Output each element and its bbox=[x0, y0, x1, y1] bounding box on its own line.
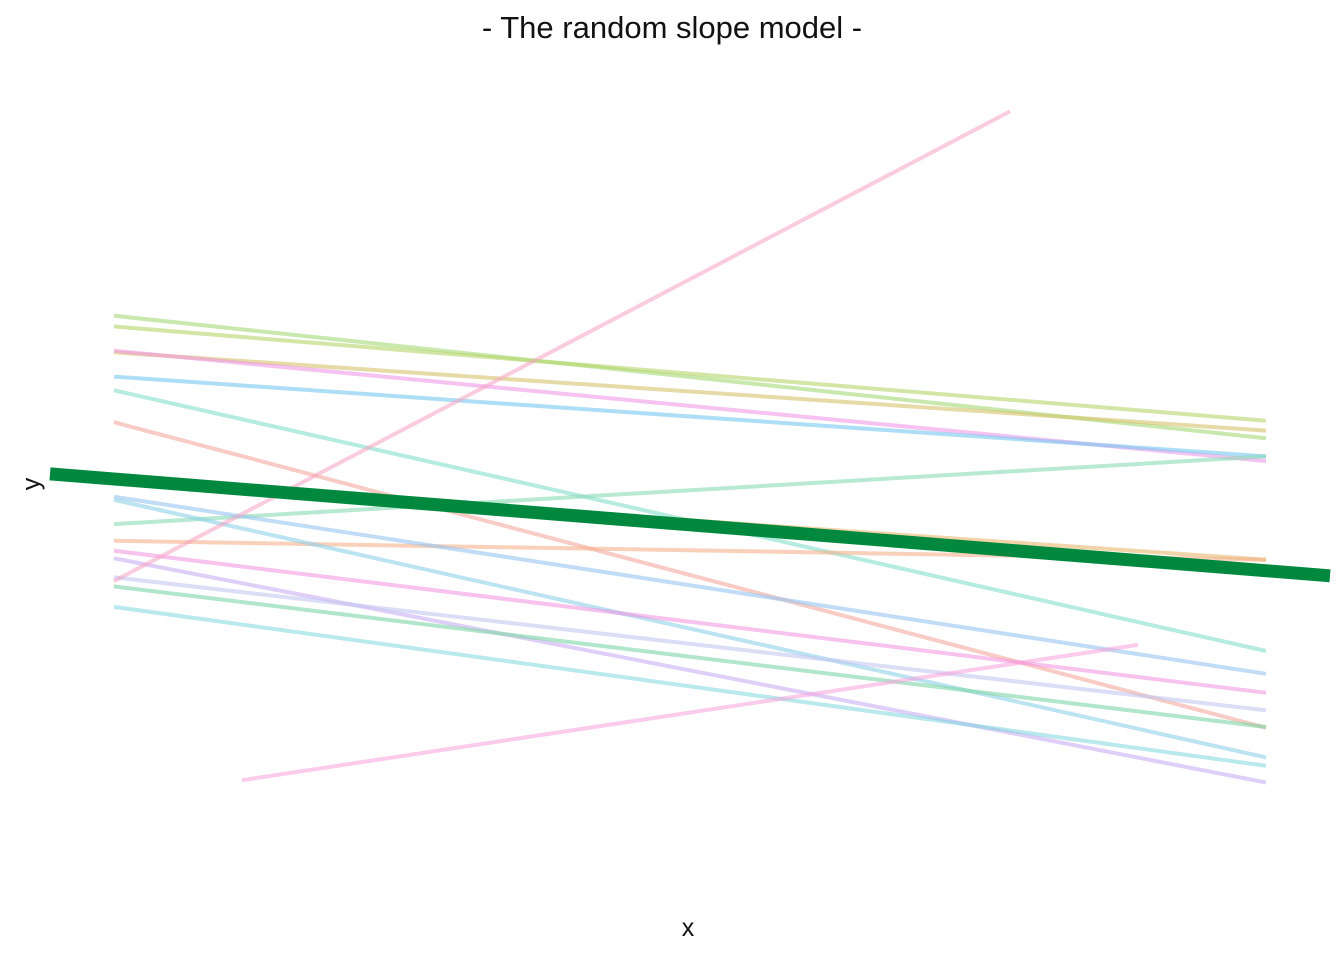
group-line-3 bbox=[113, 350, 1267, 433]
group-line-16 bbox=[113, 584, 1267, 729]
chart-title: - The random slope model - bbox=[481, 10, 863, 45]
group-line-18 bbox=[113, 109, 1011, 583]
x-axis-label: x bbox=[681, 914, 695, 942]
group-line-11 bbox=[113, 497, 1267, 760]
group-line-14 bbox=[113, 556, 1267, 785]
group-line-13 bbox=[113, 548, 1267, 695]
group-line-7 bbox=[113, 420, 1267, 730]
group-line-12 bbox=[113, 494, 1267, 676]
group-line-19 bbox=[241, 642, 1139, 783]
group-line-5 bbox=[113, 374, 1267, 459]
group-line-2 bbox=[113, 324, 1267, 423]
y-axis-label: y bbox=[17, 477, 46, 491]
group-line-17 bbox=[113, 604, 1267, 768]
fixed-effect-line bbox=[49, 467, 1331, 583]
group-line-8 bbox=[113, 454, 1267, 527]
group-line-15 bbox=[113, 575, 1267, 713]
